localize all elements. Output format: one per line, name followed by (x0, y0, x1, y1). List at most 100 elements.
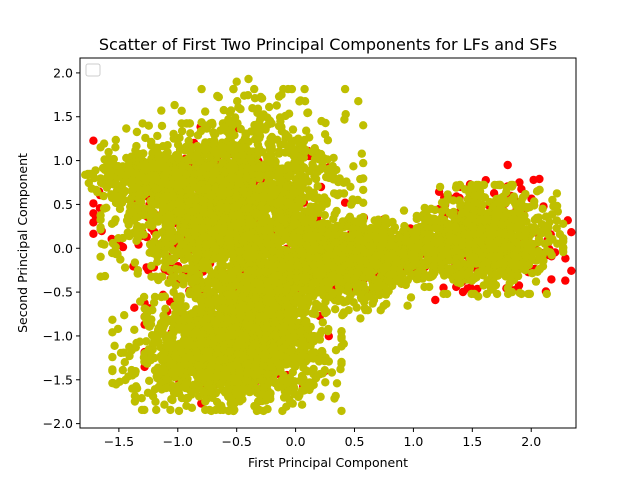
sf-data-point (190, 170, 199, 179)
sf-data-point (290, 147, 299, 156)
sf-data-point (215, 312, 224, 321)
sf-data-point (139, 211, 148, 220)
sf-data-point (191, 347, 200, 356)
sf-data-point (211, 166, 220, 176)
sf-data-point (237, 218, 246, 227)
sf-data-point (284, 334, 294, 343)
sf-data-point (299, 163, 308, 173)
sf-data-point (203, 297, 213, 306)
sf-data-point (187, 366, 196, 375)
sf-data-point (141, 305, 151, 314)
sf-data-point (301, 147, 310, 156)
lf-data-point (89, 199, 98, 208)
lf-data-point (89, 229, 98, 238)
sf-data-point (111, 380, 121, 389)
sf-data-point (332, 206, 341, 216)
sf-data-point (274, 149, 284, 158)
sf-data-point (243, 164, 252, 173)
sf-data-point (250, 135, 260, 144)
sf-data-point (139, 353, 149, 362)
sf-data-point (216, 259, 225, 268)
sf-data-point (349, 162, 358, 171)
sf-data-point (227, 146, 236, 155)
sf-data-point (300, 84, 309, 94)
sf-data-point (177, 126, 187, 136)
sf-data-point (153, 131, 162, 141)
sf-data-point (108, 352, 117, 362)
sf-data-point (128, 208, 138, 217)
sf-data-point (167, 256, 176, 266)
sf-data-point (211, 294, 221, 304)
sf-data-point (306, 207, 316, 216)
sf-data-point (201, 138, 210, 147)
sf-data-point (199, 163, 208, 173)
sf-data-point (259, 124, 268, 134)
lf-data-point (567, 228, 576, 237)
sf-data-point (184, 244, 194, 253)
sf-data-point (146, 355, 155, 365)
sf-data-point (315, 203, 324, 212)
sf-data-point (133, 266, 143, 275)
sf-data-point (189, 380, 198, 390)
sf-data-point (289, 389, 299, 399)
sf-data-point (251, 340, 260, 349)
sf-data-point (168, 245, 177, 255)
sf-data-point (238, 340, 247, 350)
sf-data-point (118, 365, 128, 375)
sf-data-point (150, 338, 160, 347)
sf-data-point (233, 97, 242, 106)
sf-data-point (125, 342, 134, 352)
sf-data-point (327, 368, 337, 377)
sf-data-point (162, 375, 171, 384)
sf-data-point (332, 379, 342, 388)
sf-data-point (273, 358, 282, 368)
lf-data-point (431, 295, 440, 305)
sf-data-point (160, 234, 170, 244)
sf-data-point (163, 315, 172, 324)
sf-data-point (214, 92, 223, 102)
sf-data-point (206, 191, 216, 201)
sf-data-point (157, 292, 166, 302)
sf-data-point (198, 259, 207, 268)
lf-data-point (118, 242, 128, 252)
sf-data-point (266, 288, 275, 297)
sf-data-point (147, 209, 156, 218)
sf-data-point (132, 230, 141, 239)
sf-data-point (260, 324, 270, 333)
sf-data-point (313, 167, 322, 177)
sf-data-point (131, 343, 140, 352)
sf-data-point (97, 239, 106, 248)
sf-data-point (216, 379, 225, 389)
sf-data-point (130, 391, 140, 401)
sf-data-point (250, 120, 259, 130)
sf-data-point (296, 307, 305, 316)
sf-data-point (250, 370, 259, 380)
sf-data-point (160, 257, 170, 266)
sf-data-point (96, 143, 105, 152)
sf-data-point (176, 296, 185, 305)
sf-data-point (238, 384, 248, 393)
sf-data-point (235, 255, 245, 264)
sf-data-point (132, 127, 142, 137)
sf-data-point (222, 202, 232, 211)
sf-data-point (256, 92, 265, 102)
sf-data-point (158, 272, 167, 281)
sf-data-point (356, 174, 365, 184)
sf-data-point (125, 351, 134, 361)
sf-data-point (174, 406, 184, 416)
sf-data-point (196, 296, 205, 305)
sf-data-point (202, 124, 211, 133)
sf-data-point (301, 318, 310, 327)
sf-data-point (201, 240, 210, 249)
sf-data-point (113, 324, 123, 334)
sf-data-point (223, 289, 233, 299)
sf-data-point (207, 160, 216, 169)
sf-data-point (218, 158, 227, 167)
sf-data-point (285, 198, 295, 207)
sf-data-point (211, 244, 220, 253)
sf-data-point (209, 338, 218, 348)
sf-data-point (229, 406, 238, 416)
plot-points (81, 74, 576, 416)
sf-data-point (337, 332, 346, 341)
sf-data-point (147, 261, 156, 271)
